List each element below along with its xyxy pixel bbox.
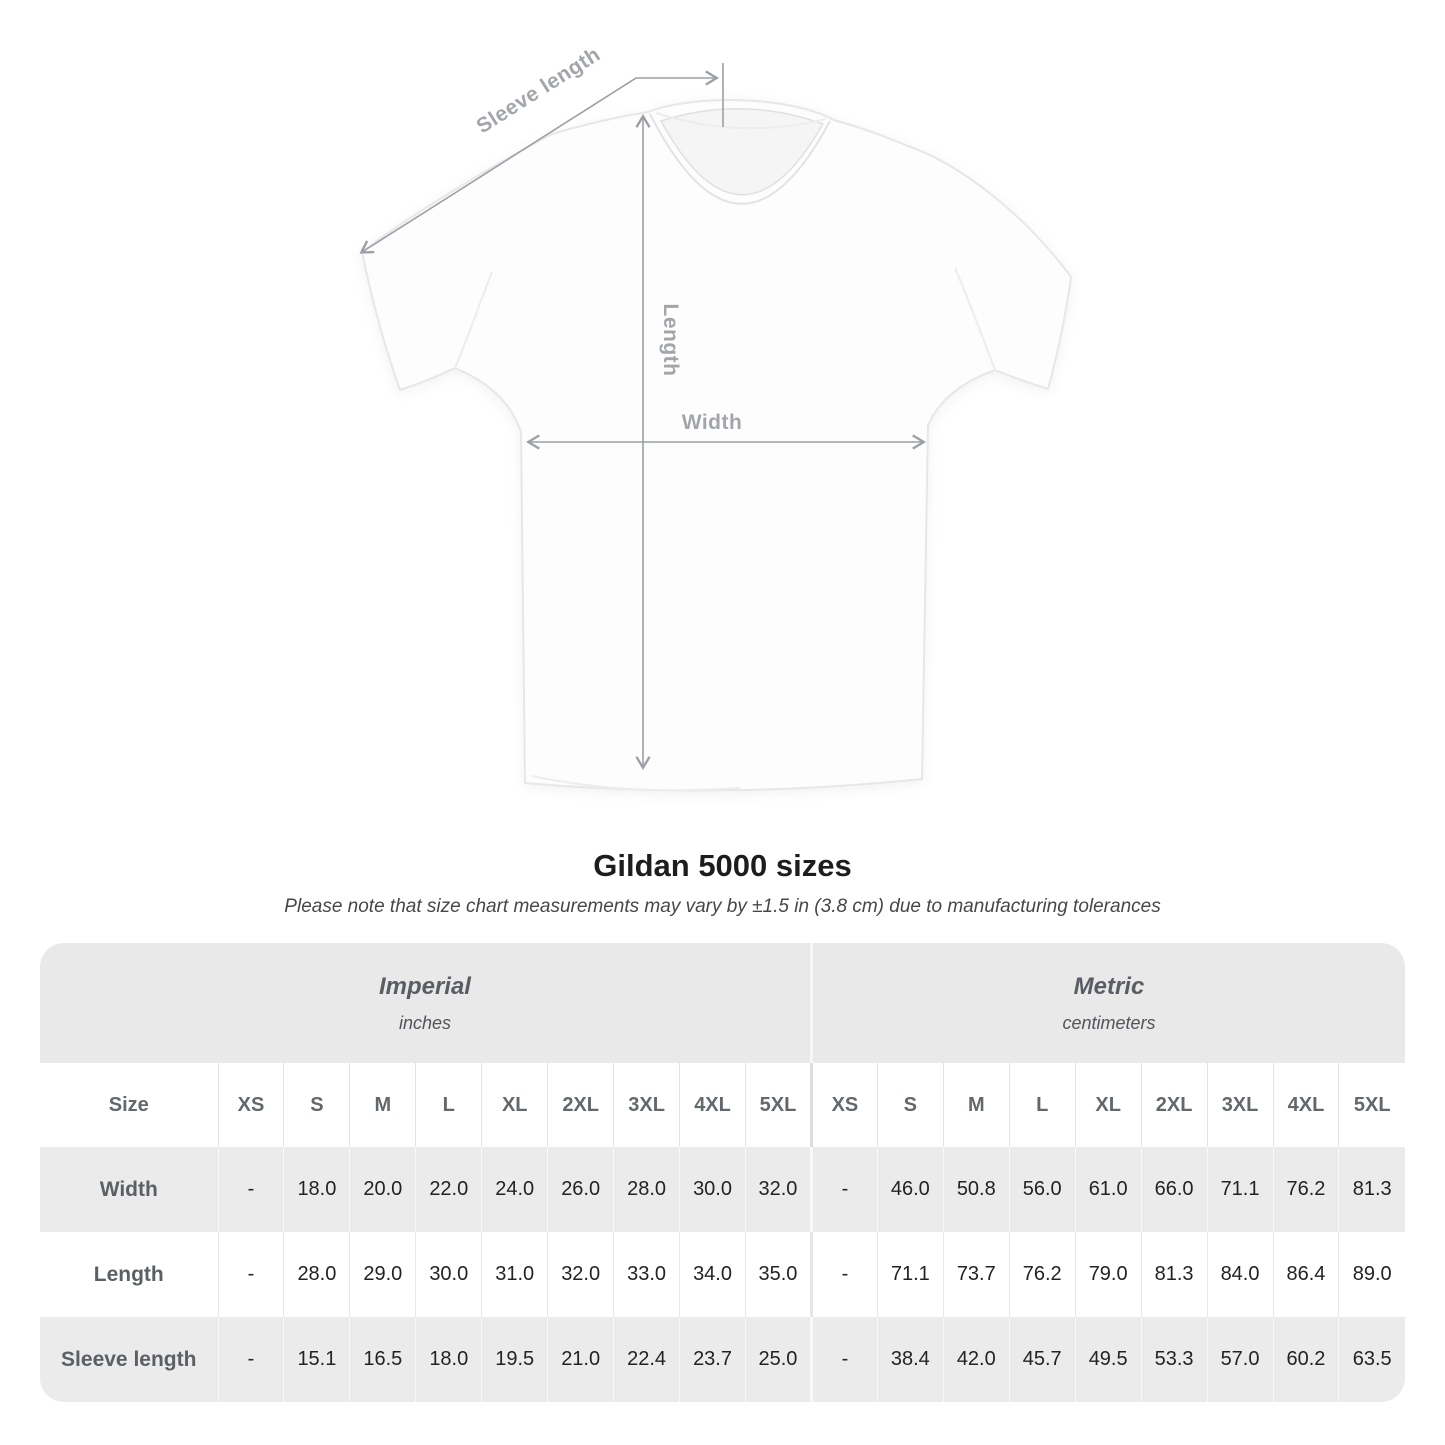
value-cell: 81.3 <box>1140 1232 1208 1317</box>
value-cell: 76.2 <box>1008 1232 1076 1317</box>
value-cell: 73.7 <box>942 1232 1010 1317</box>
value-cell: - <box>809 1317 878 1402</box>
value-cell: 63.5 <box>1338 1317 1405 1402</box>
value-cell: 35.0 <box>745 1232 812 1317</box>
size-col-header: XS <box>809 1063 878 1147</box>
value-cell: 86.4 <box>1272 1232 1339 1317</box>
value-cell: 49.5 <box>1074 1317 1142 1402</box>
value-cell: 60.2 <box>1272 1317 1339 1402</box>
imperial-header: Imperial inches <box>40 943 812 1063</box>
value-cell: - <box>217 1147 284 1232</box>
value-cell: 23.7 <box>679 1317 746 1402</box>
sleeve-length-label: Sleeve length <box>472 43 604 138</box>
value-cell: 38.4 <box>876 1317 944 1402</box>
imperial-title: Imperial <box>378 972 471 1000</box>
imperial-unit: inches <box>398 1012 451 1033</box>
value-cell: 30.0 <box>415 1232 482 1317</box>
metric-unit: centimeters <box>1062 1012 1156 1033</box>
length-label: Length <box>659 304 682 377</box>
value-cell: 32.0 <box>745 1147 812 1232</box>
value-cell: 16.5 <box>349 1317 416 1402</box>
size-col-header: XS <box>217 1063 284 1147</box>
size-col-header: 3XL <box>613 1063 680 1147</box>
value-cell: 66.0 <box>1140 1147 1208 1232</box>
value-cell: 42.0 <box>942 1317 1010 1402</box>
value-cell: 28.0 <box>613 1147 680 1232</box>
size-col-header: S <box>283 1063 350 1147</box>
size-col-header: XL <box>481 1063 548 1147</box>
size-col-header: S <box>876 1063 944 1147</box>
row-label: Sleeve length <box>40 1317 218 1402</box>
value-cell: 29.0 <box>349 1232 416 1317</box>
value-cell: 45.7 <box>1008 1317 1076 1402</box>
size-col-header: XL <box>1074 1063 1142 1147</box>
value-cell: 24.0 <box>481 1147 548 1232</box>
value-cell: - <box>809 1232 878 1317</box>
value-cell: 84.0 <box>1206 1232 1273 1317</box>
value-cell: 22.4 <box>613 1317 680 1402</box>
value-cell: 18.0 <box>283 1147 350 1232</box>
tshirt-diagram-svg: Sleeve length Length Width <box>359 43 1073 792</box>
value-cell: 57.0 <box>1206 1317 1273 1402</box>
metric-header: Metric centimeters <box>809 943 1405 1063</box>
row-label: Length <box>40 1232 218 1317</box>
value-cell: 20.0 <box>349 1147 416 1232</box>
page-title: Gildan 5000 sizes <box>593 848 852 883</box>
size-col-header: 5XL <box>1338 1063 1405 1147</box>
size-col-header: 2XL <box>547 1063 614 1147</box>
size-column-header: Size <box>40 1063 218 1147</box>
sleeve-length-arrow <box>359 70 720 254</box>
value-cell: 30.0 <box>679 1147 746 1232</box>
value-cell: 19.5 <box>481 1317 548 1402</box>
size-col-header: L <box>415 1063 482 1147</box>
tolerance-note: Please note that size chart measurements… <box>284 896 1161 917</box>
value-cell: 25.0 <box>745 1317 812 1402</box>
size-col-header: 3XL <box>1206 1063 1273 1147</box>
value-cell: - <box>217 1232 284 1317</box>
measurement-row: Sleeve length -15.1 16.5 18.0 19.5 21.0 22.4 23… <box>40 1317 1405 1402</box>
value-cell: 33.0 <box>613 1232 680 1317</box>
value-cell: 34.0 <box>679 1232 746 1317</box>
size-table-grid: Imperial inches Metric centimeters Size … <box>40 943 1405 1402</box>
size-col-header: 4XL <box>679 1063 746 1147</box>
tshirt-measurement-diagram: Sleeve length Length Width <box>359 43 1073 792</box>
value-cell: 18.0 <box>415 1317 482 1402</box>
value-cell: 15.1 <box>283 1317 350 1402</box>
value-cell: 21.0 <box>547 1317 614 1402</box>
tshirt-graphic <box>360 99 1073 792</box>
size-col-header: 2XL <box>1140 1063 1208 1147</box>
value-cell: 71.1 <box>876 1232 944 1317</box>
size-col-header: M <box>942 1063 1010 1147</box>
value-cell: 28.0 <box>283 1232 350 1317</box>
value-cell: 61.0 <box>1074 1147 1142 1232</box>
size-col-header: M <box>349 1063 416 1147</box>
metric-title: Metric <box>1073 972 1145 1000</box>
value-cell: 53.3 <box>1140 1317 1208 1402</box>
width-label: Width <box>682 411 743 434</box>
size-col-header: L <box>1008 1063 1076 1147</box>
value-cell: 46.0 <box>876 1147 944 1232</box>
value-cell: 50.8 <box>942 1147 1010 1232</box>
size-table: Imperial inches Metric centimeters Size … <box>40 943 1405 1402</box>
value-cell: 89.0 <box>1338 1232 1405 1317</box>
value-cell: 71.1 <box>1206 1147 1273 1232</box>
value-cell: - <box>217 1317 284 1402</box>
measurement-row: Width -18.0 20.0 22.0 24.0 26.0 28.0 30.0 32.0-4… <box>40 1147 1405 1232</box>
value-cell: 79.0 <box>1074 1232 1142 1317</box>
unit-band-row: Imperial inches Metric centimeters <box>40 943 1405 1063</box>
size-col-header: 5XL <box>745 1063 812 1147</box>
value-cell: 26.0 <box>547 1147 614 1232</box>
value-cell: 76.2 <box>1272 1147 1339 1232</box>
value-cell: 56.0 <box>1008 1147 1076 1232</box>
size-col-header: 4XL <box>1272 1063 1339 1147</box>
row-label: Width <box>40 1147 218 1232</box>
value-cell: 32.0 <box>547 1232 614 1317</box>
value-cell: 31.0 <box>481 1232 548 1317</box>
value-cell: - <box>809 1147 878 1232</box>
value-cell: 22.0 <box>415 1147 482 1232</box>
measurement-row: Length -28.0 29.0 30.0 31.0 32.0 33.0 34.0 35.0-… <box>40 1232 1405 1317</box>
value-cell: 81.3 <box>1338 1147 1405 1232</box>
size-header-row: Size XS S M L XL 2XL 3XL 4XL 5XL XS S M L XL 2XL 3XL 4XL… <box>40 1063 1405 1147</box>
